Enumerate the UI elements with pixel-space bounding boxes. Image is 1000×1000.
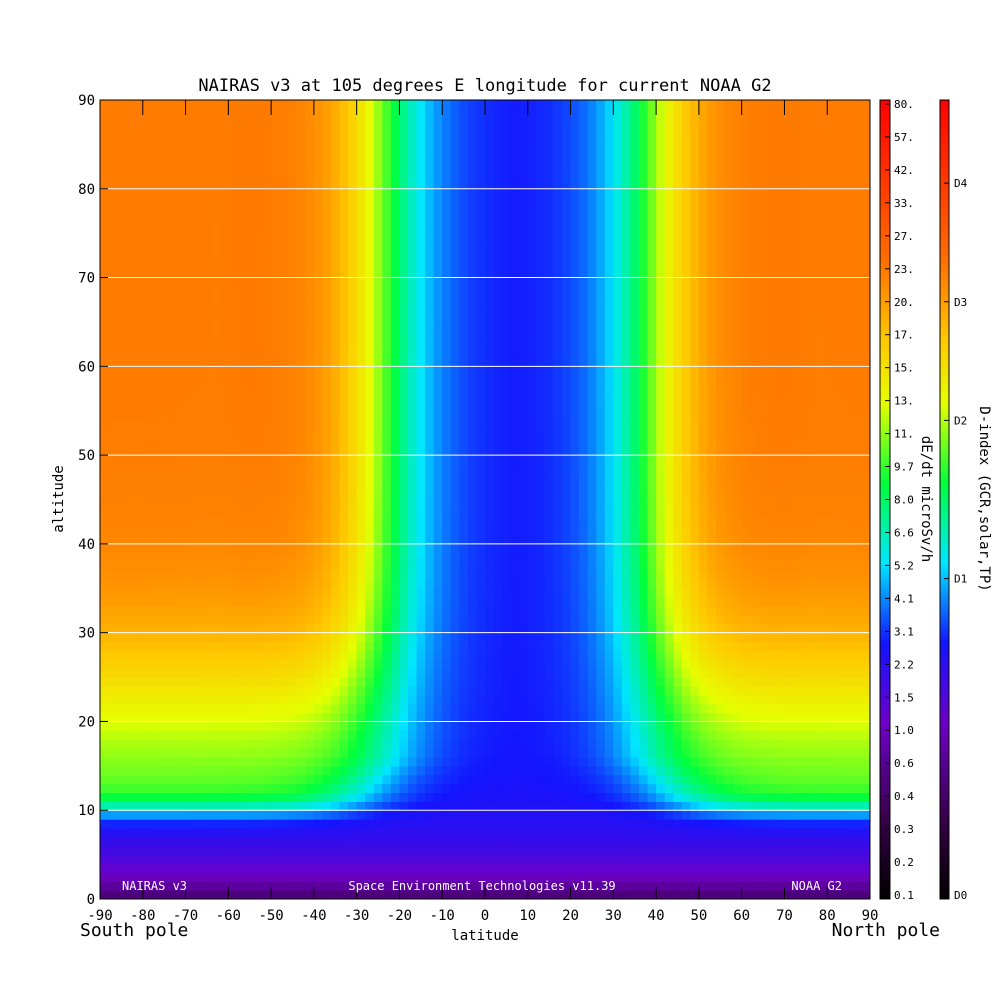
dose-colorbar-tick-label: 1.0 xyxy=(894,724,914,737)
dose-colorbar-tick-label: 80. xyxy=(894,98,914,111)
dose-colorbar-title: dE/dt microSv/h xyxy=(918,436,934,562)
dose-colorbar-tick-label: 15. xyxy=(894,362,914,375)
annotation-center: Space Environment Technologies v11.39 xyxy=(348,879,615,893)
dose-colorbar-tick-label: 0.6 xyxy=(894,757,914,770)
x-tick-label: -60 xyxy=(216,908,241,924)
dose-colorbar-tick-label: 9.7 xyxy=(894,461,914,474)
y-tick-label: 90 xyxy=(78,93,95,109)
chart-title: NAIRAS v3 at 105 degrees E longitude for… xyxy=(198,76,771,96)
dose-colorbar-tick-label: 6.6 xyxy=(894,526,914,539)
y-axis: 0 10 20 30 40 50 60 70 80 90 xyxy=(78,93,108,908)
dose-colorbar-tick-label: 0.3 xyxy=(894,823,914,836)
x-tick-label: 10 xyxy=(519,908,536,924)
dose-colorbar-tick-label: 33. xyxy=(894,197,914,210)
x-tick-label: -40 xyxy=(301,908,326,924)
dose-colorbar-tick-label: 20. xyxy=(894,296,914,309)
dose-colorbar-tick-label: 0.2 xyxy=(894,856,914,869)
dose-colorbar-tick-label: 17. xyxy=(894,329,914,342)
annotation-right: NOAA G2 xyxy=(791,879,842,893)
dose-colorbar-tick-label: 2.2 xyxy=(894,658,914,671)
dose-colorbar-tick-label: 11. xyxy=(894,428,914,441)
x-tick-label: -70 xyxy=(173,908,198,924)
dindex-colorbar-tick-label: D2 xyxy=(954,414,967,427)
x-tick-label: 90 xyxy=(862,908,879,924)
grid-lines xyxy=(100,188,870,811)
y-tick-label: 70 xyxy=(78,271,95,287)
dindex-colorbar-title: D-index (GCR,solar,TP) xyxy=(976,406,992,591)
y-tick-label: 10 xyxy=(78,803,95,819)
dindex-colorbar xyxy=(939,99,950,900)
heatmap-field xyxy=(100,100,870,899)
x-tick-label: 50 xyxy=(690,908,707,924)
x-tick-label: 70 xyxy=(776,908,793,924)
annotation-left: NAIRAS v3 xyxy=(122,879,187,893)
dose-colorbar-tick-label: 27. xyxy=(894,230,914,243)
y-tick-label: 80 xyxy=(78,182,95,198)
x-tick-label: 30 xyxy=(605,908,622,924)
y-tick-label: 50 xyxy=(78,448,95,464)
y-tick-label: 40 xyxy=(78,537,95,553)
x-tick-label: 0 xyxy=(481,908,489,924)
x-tick-label: -50 xyxy=(258,908,283,924)
dose-colorbar-tick-label: 23. xyxy=(894,263,914,276)
dindex-colorbar-tick-label: D4 xyxy=(954,177,968,190)
y-tick-label: 0 xyxy=(87,892,95,908)
x-axis: -90 -80 -70 -60 -50 -40 -30 -20 -10 0 10 20 30 40 50 60… xyxy=(87,100,878,924)
x-tick-label: -80 xyxy=(130,908,155,924)
x-tick-label: 60 xyxy=(733,908,750,924)
dindex-colorbar-ticks: D0 D1 D2 D3 D4 xyxy=(944,177,968,902)
dose-colorbar-ticks: 0.1 0.2 0.3 0.4 0.6 1.0 1.5 2.2 3.1 4.1 5.2 6.6 8.0 9… xyxy=(885,98,914,902)
south-pole-label: South pole xyxy=(80,920,188,941)
dose-colorbar-tick-label: 13. xyxy=(894,395,914,408)
dose-colorbar-tick-label: 4.1 xyxy=(894,592,914,605)
dindex-colorbar-tick-label: D1 xyxy=(954,573,967,586)
x-axis-title: latitude xyxy=(451,928,518,944)
y-tick-label: 20 xyxy=(78,714,95,730)
dose-colorbar-tick-label: 0.4 xyxy=(894,790,914,803)
y-tick-label: 30 xyxy=(78,626,95,642)
dose-colorbar-tick-label: 3.1 xyxy=(894,625,914,638)
x-tick-label: -20 xyxy=(387,908,412,924)
x-tick-label: -30 xyxy=(344,908,369,924)
dose-colorbar-tick-label: 5.2 xyxy=(894,559,914,572)
y-tick-label: 60 xyxy=(78,359,95,375)
y-axis-title: altitude xyxy=(51,465,67,532)
x-tick-label: 80 xyxy=(819,908,836,924)
x-tick-label: 40 xyxy=(648,908,665,924)
dose-colorbar-tick-label: 8.0 xyxy=(894,494,914,507)
dindex-colorbar-tick-label: D3 xyxy=(954,296,967,309)
north-pole-label: North pole xyxy=(832,920,940,941)
dindex-colorbar-tick-label: D0 xyxy=(954,889,967,902)
dose-colorbar-tick-label: 57. xyxy=(894,131,914,144)
x-tick-label: -90 xyxy=(87,908,112,924)
x-tick-label: 20 xyxy=(562,908,579,924)
dose-colorbar-tick-label: 0.1 xyxy=(894,889,914,902)
x-tick-label: -10 xyxy=(430,908,455,924)
dose-colorbar-tick-label: 42. xyxy=(894,164,914,177)
dose-colorbar-tick-label: 1.5 xyxy=(894,691,914,704)
